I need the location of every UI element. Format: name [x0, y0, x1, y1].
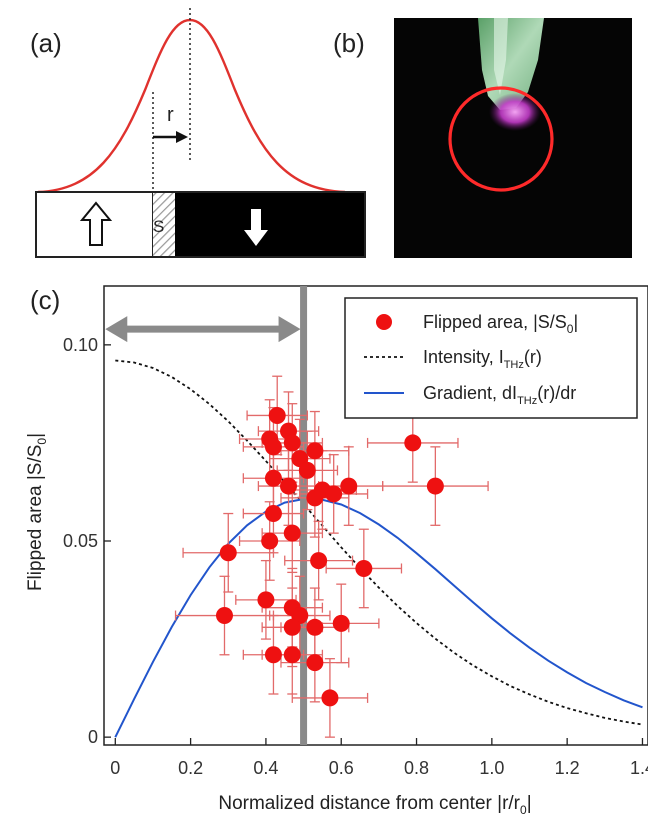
plot-frame: [103, 285, 648, 746]
domain-down-box: [175, 192, 365, 257]
data-point: [280, 477, 298, 495]
data-point: [332, 614, 350, 632]
y-axis-title: Flipped area |S/S0|: [25, 433, 49, 591]
hatched-region: [153, 192, 175, 257]
legend-label-dotted: Intensity, ITHz(r): [423, 347, 542, 371]
data-point: [264, 469, 282, 487]
x-tick-label: 0: [110, 758, 120, 778]
data-point: [283, 646, 301, 664]
down-arrow-icon: [244, 209, 268, 246]
data-point: [306, 618, 324, 636]
thz-beam-ring: [448, 86, 554, 192]
y-axis-title-tail: |: [25, 433, 46, 438]
x-tick-label: 0.2: [178, 758, 203, 778]
data-point: [283, 434, 301, 452]
data-point: [283, 524, 301, 542]
x-axis-title-sub: 0: [520, 803, 527, 817]
green-domain-stripe: [494, 18, 508, 95]
data-point: [264, 438, 282, 456]
legend-label-dotted-sub: THz: [504, 359, 524, 371]
s-label: S: [153, 217, 164, 236]
legend: Flipped area, |S/S0| Intensity, ITHz(r) …: [344, 297, 638, 419]
legend-label-line-tail: (r)/dr: [537, 383, 576, 403]
x-axis-title: Normalized distance from center |r/r0|: [218, 793, 531, 817]
x-tick-label: 0.6: [329, 758, 354, 778]
legend-label-points-main: Flipped area, |S/S: [423, 312, 567, 332]
legend-label-line: Gradient, dITHz(r)/dr: [423, 383, 576, 407]
panel-b: (b): [333, 18, 632, 258]
r-label: r: [167, 104, 174, 126]
data-point: [215, 607, 233, 625]
data-point: [355, 559, 373, 577]
x-tick-label: 1.4: [630, 758, 648, 778]
legend-label-line-main: Gradient, dI: [423, 383, 517, 403]
data-point: [310, 552, 328, 570]
data-point: [404, 434, 422, 452]
data-point: [306, 442, 324, 460]
legend-label-dotted-tail: (r): [524, 347, 542, 367]
data-point: [268, 406, 286, 424]
panel-a-label: (a): [30, 28, 62, 58]
legend-label-points: Flipped area, |S/S0|: [423, 312, 578, 336]
y-tick-label: 0: [88, 727, 98, 747]
y-tick-label: 0.10: [63, 335, 98, 355]
range-arrow-head-right: [278, 316, 301, 343]
data-point: [219, 544, 237, 562]
range-arrow-head-left: [105, 316, 128, 343]
domain-outline: [35, 191, 366, 258]
legend-label-dotted-main: Intensity, I: [423, 347, 504, 367]
gaussian-curve: [37, 18, 346, 194]
data-point: [264, 646, 282, 664]
data-point: [261, 532, 279, 550]
gradient-curve: [114, 497, 643, 738]
data-point: [264, 505, 282, 523]
panel-c: (c) 0 0.2 0.4 0.6 0.8 1.0 1.2 1.4 0 0.05 0.10 Flip…: [25, 285, 648, 817]
x-tick-label: 0.4: [253, 758, 278, 778]
intensity-curve: [115, 359, 643, 726]
y-axis-title-sub: 0: [35, 438, 49, 445]
x-axis-title-tail: |: [527, 793, 532, 814]
x-tick-label: 0.8: [404, 758, 429, 778]
legend-label-line-sub: THz: [517, 395, 537, 407]
x-tick-label: 1.2: [555, 758, 580, 778]
data-point: [426, 477, 444, 495]
plot-area: 0 0.2 0.4 0.6 0.8 1.0 1.2 1.4 0 0.05 0.10: [63, 285, 648, 778]
x-axis-title-main: Normalized distance from center |r/r: [218, 793, 520, 814]
x-tick-label: 1.0: [479, 758, 504, 778]
y-tick-label: 0.05: [63, 531, 98, 551]
data-point: [283, 618, 301, 636]
data-point: [340, 477, 358, 495]
data-point: [298, 461, 316, 479]
legend-marker-points: [376, 314, 392, 330]
data-point: [321, 689, 339, 707]
legend-box: [344, 297, 638, 419]
panel-c-label: (c): [30, 285, 60, 315]
up-arrow-icon: [79, 201, 113, 246]
data-point: [325, 485, 343, 503]
legend-label-points-sub: 0: [567, 322, 574, 336]
data-point: [257, 591, 275, 609]
r-arrow-head: [176, 131, 188, 143]
y-axis-title-main: Flipped area |S/S: [25, 445, 46, 591]
data-point: [306, 654, 324, 672]
magenta-domain-tip: [489, 93, 541, 131]
panel-a: (a) r S: [30, 8, 366, 258]
legend-label-points-tail: |: [573, 312, 578, 332]
panel-b-label: (b): [333, 28, 365, 58]
